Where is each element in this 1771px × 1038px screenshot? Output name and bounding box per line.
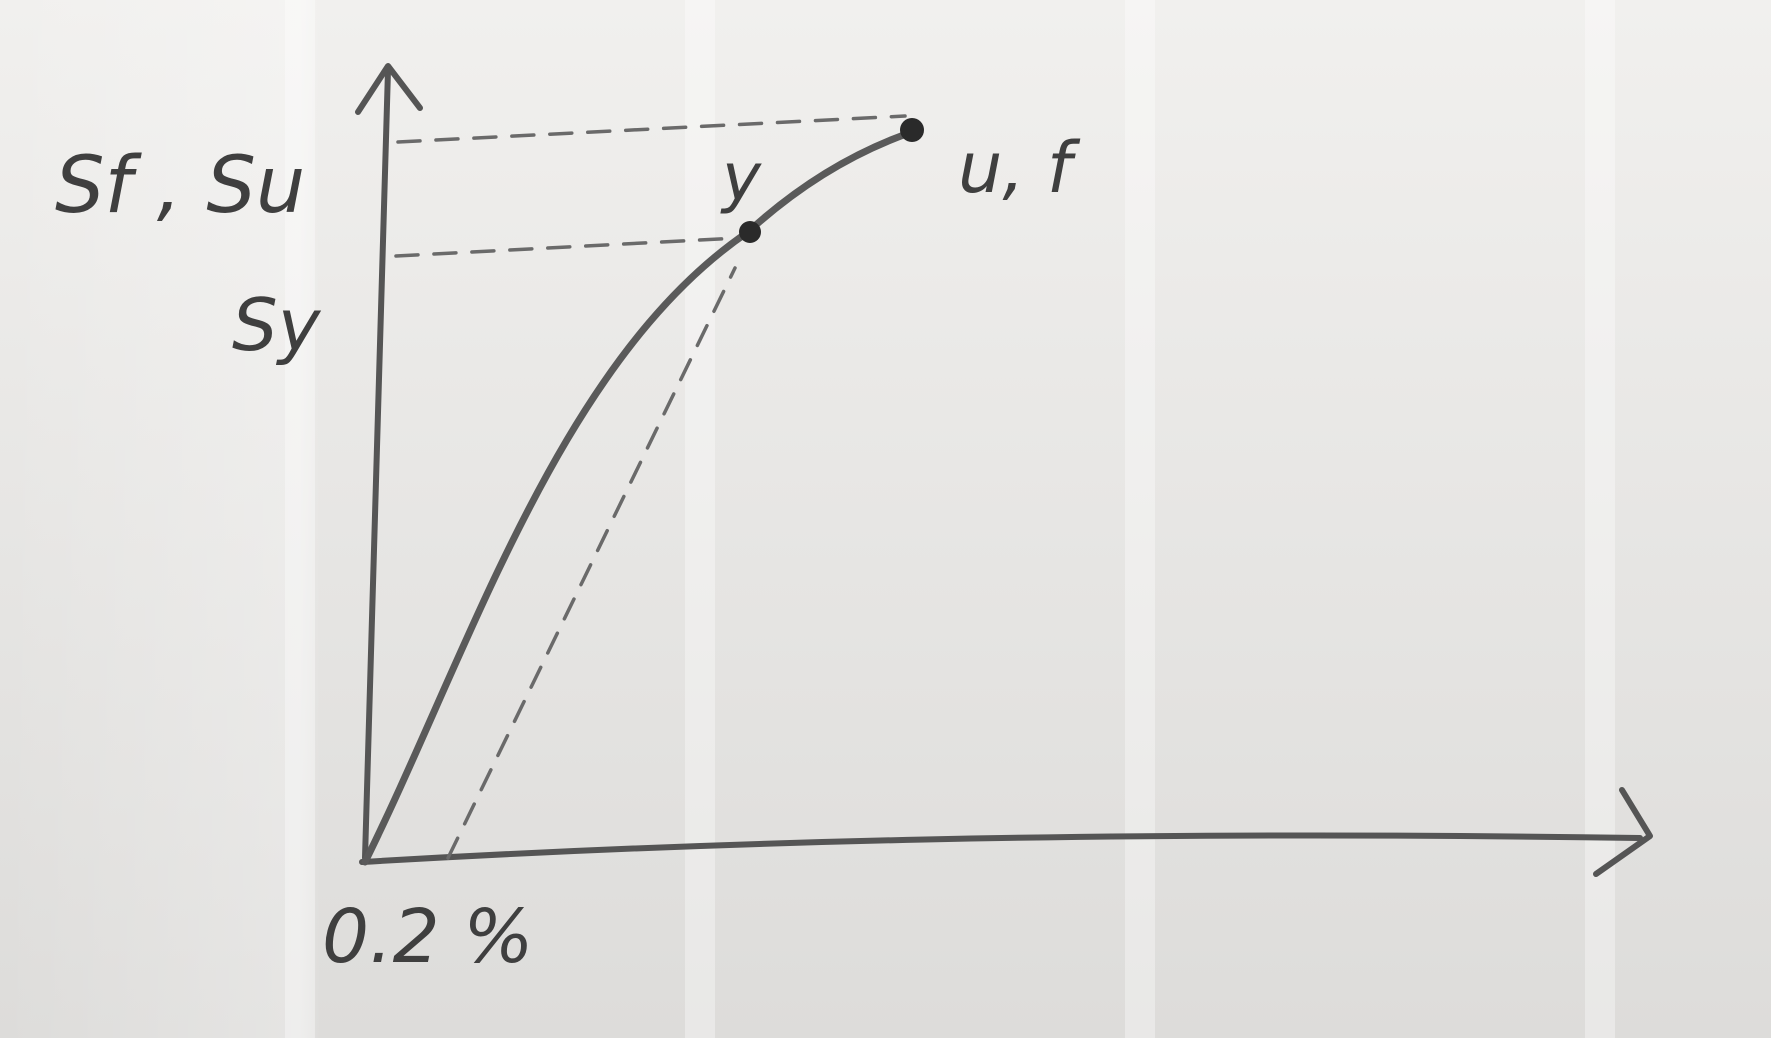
stress-strain-curve bbox=[361, 128, 916, 866]
yield-point-label: y bbox=[720, 139, 762, 216]
y-axis-arrowhead bbox=[355, 63, 423, 115]
paper-lines bbox=[285, 0, 1615, 1038]
yield-guide-line bbox=[394, 236, 740, 258]
ultimate-point-marker bbox=[900, 118, 924, 142]
x-axis bbox=[359, 832, 1643, 865]
y-axis bbox=[362, 67, 391, 861]
offset-label: 0.2 % bbox=[322, 894, 534, 980]
y-axis-top-label: Sf , Su bbox=[55, 141, 305, 231]
x-axis-arrowhead bbox=[1593, 787, 1653, 877]
y-axis-yield-label: Sy bbox=[232, 283, 322, 367]
offset-line bbox=[446, 266, 737, 860]
ultimate-point-label: u, f bbox=[958, 127, 1081, 209]
ultimate-guide-line bbox=[396, 114, 907, 144]
yield-point-marker bbox=[739, 221, 761, 243]
